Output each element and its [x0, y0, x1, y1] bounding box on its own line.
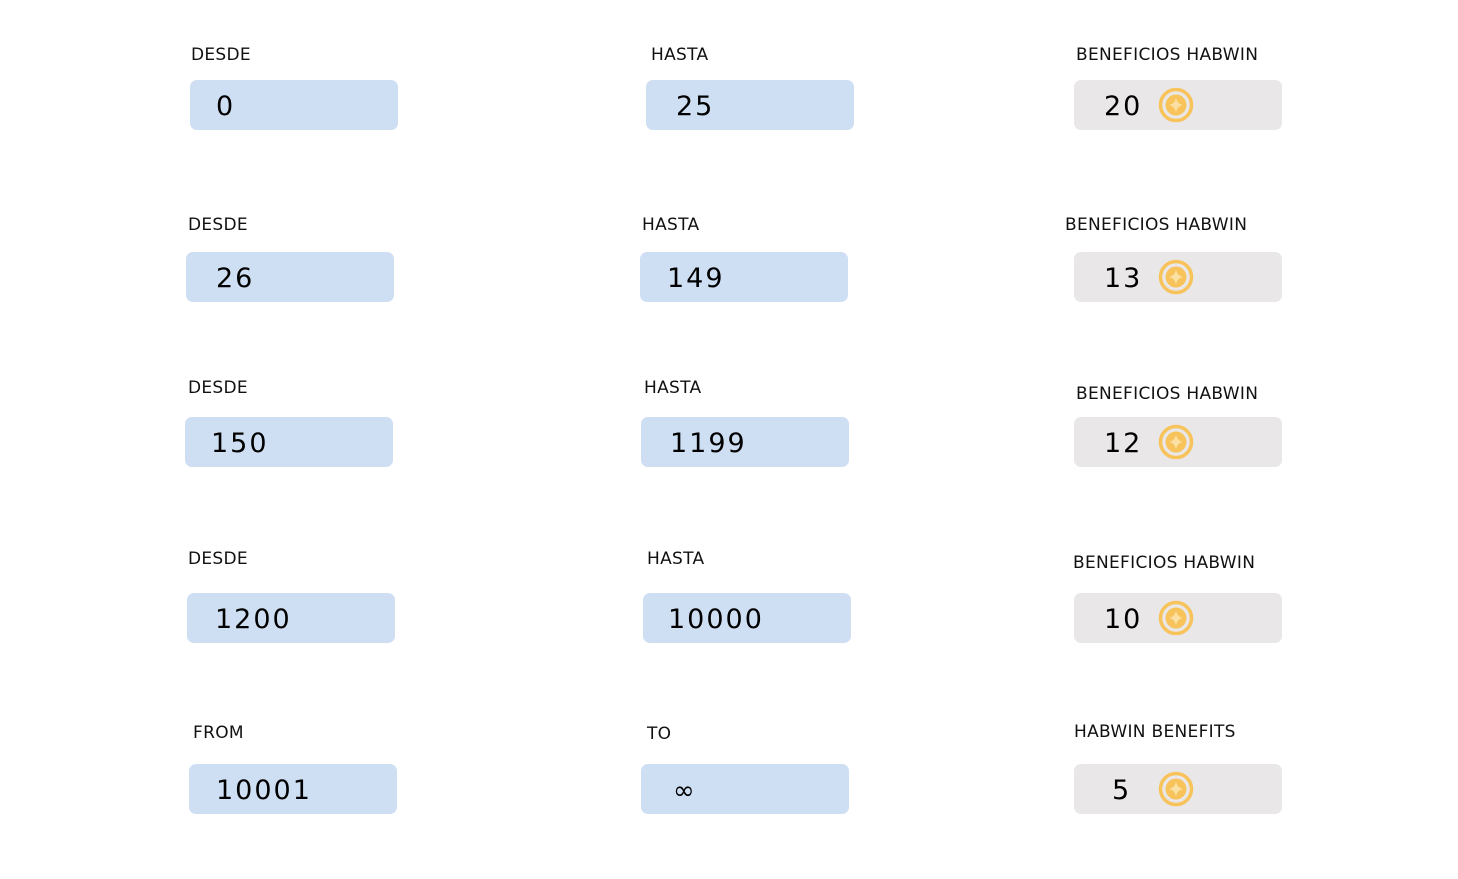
- benefit-label: BENEFICIOS HABWIN: [1073, 553, 1256, 573]
- to-field[interactable]: 10000: [643, 593, 851, 643]
- coin-icon: [1158, 600, 1194, 636]
- from-value: 0: [216, 91, 236, 122]
- coin-icon: [1158, 771, 1194, 807]
- from-value: 26: [216, 263, 255, 294]
- benefit-label: BENEFICIOS HABWIN: [1076, 45, 1259, 65]
- from-field[interactable]: 10001: [189, 764, 397, 814]
- from-field[interactable]: 1200: [187, 593, 395, 643]
- from-label: FROM: [193, 723, 244, 743]
- to-field[interactable]: ∞: [641, 764, 849, 814]
- to-label: HASTA: [644, 378, 702, 398]
- from-label: DESDE: [191, 45, 251, 65]
- benefit-field[interactable]: 20: [1074, 80, 1282, 130]
- to-label: TO: [647, 724, 672, 744]
- benefit-field[interactable]: 10: [1074, 593, 1282, 643]
- benefit-value: 10: [1104, 604, 1143, 635]
- benefit-value: 12: [1104, 428, 1143, 459]
- to-field[interactable]: 149: [640, 252, 848, 302]
- from-value: 1200: [215, 604, 292, 635]
- to-label: HASTA: [642, 215, 700, 235]
- coin-icon: [1158, 87, 1194, 123]
- from-value: 150: [211, 428, 269, 459]
- benefit-label: BENEFICIOS HABWIN: [1065, 215, 1248, 235]
- from-value: 10001: [216, 775, 312, 806]
- to-field[interactable]: 25: [646, 80, 854, 130]
- to-label: HASTA: [647, 549, 705, 569]
- to-value: ∞: [673, 775, 695, 806]
- benefit-label: BENEFICIOS HABWIN: [1076, 384, 1259, 404]
- from-field[interactable]: 0: [190, 80, 398, 130]
- to-value: 10000: [668, 604, 764, 635]
- coin-icon: [1158, 259, 1194, 295]
- coin-icon: [1158, 424, 1194, 460]
- from-label: DESDE: [188, 549, 248, 569]
- benefit-field[interactable]: 5: [1074, 764, 1282, 814]
- benefit-label: HABWIN BENEFITS: [1074, 722, 1236, 742]
- from-label: DESDE: [188, 378, 248, 398]
- to-label: HASTA: [651, 45, 709, 65]
- to-value: 149: [667, 263, 725, 294]
- benefit-value: 5: [1112, 775, 1132, 806]
- from-field[interactable]: 26: [186, 252, 394, 302]
- benefit-value: 20: [1104, 91, 1143, 122]
- to-value: 1199: [670, 428, 747, 459]
- benefit-field[interactable]: 12: [1074, 417, 1282, 467]
- benefit-value: 13: [1104, 263, 1143, 294]
- from-label: DESDE: [188, 215, 248, 235]
- to-field[interactable]: 1199: [641, 417, 849, 467]
- benefit-field[interactable]: 13: [1074, 252, 1282, 302]
- from-field[interactable]: 150: [185, 417, 393, 467]
- to-value: 25: [676, 91, 715, 122]
